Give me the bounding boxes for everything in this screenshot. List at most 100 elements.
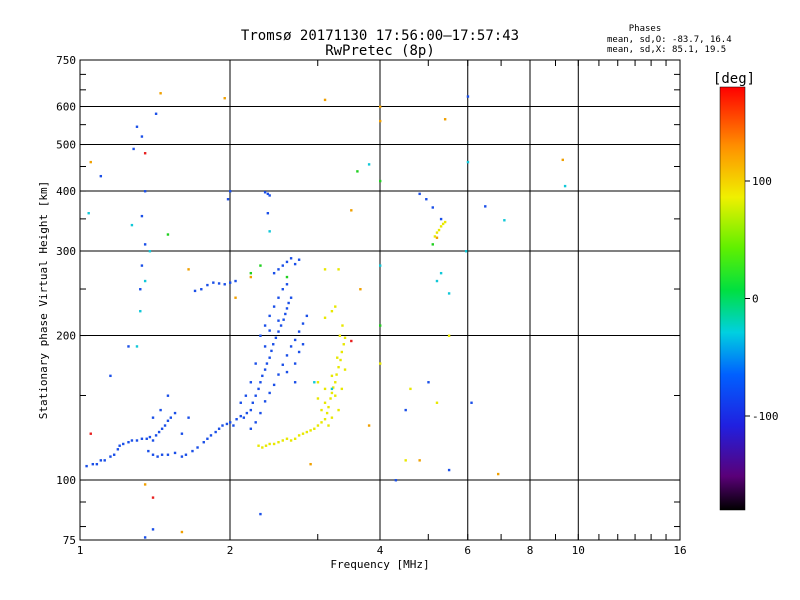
data-point [484, 205, 487, 208]
data-point [234, 296, 237, 299]
data-point [340, 387, 344, 391]
data-point [287, 301, 290, 305]
data-point [301, 432, 305, 435]
data-point [404, 459, 407, 462]
data-point [154, 434, 158, 437]
data-point [425, 198, 428, 201]
data-point [379, 119, 382, 123]
data-point [447, 292, 451, 295]
data-point [301, 343, 305, 346]
data-point [85, 464, 88, 468]
data-point [285, 275, 289, 279]
data-point [305, 314, 309, 318]
data-point [217, 282, 221, 285]
data-point [437, 228, 441, 232]
data-point [285, 370, 289, 374]
stats-heading: Phases [629, 24, 662, 34]
data-point [323, 418, 327, 421]
data-point [135, 439, 139, 442]
data-point [268, 329, 271, 332]
x-tick-label: 8 [527, 544, 534, 557]
data-point [281, 264, 284, 267]
data-point [180, 530, 184, 534]
data-point [409, 387, 412, 391]
data-point [151, 528, 155, 531]
data-point [327, 405, 330, 409]
data-point [163, 424, 167, 427]
data-point [259, 264, 262, 267]
data-point [160, 453, 164, 456]
y-tick-label: 75 [63, 534, 76, 547]
data-point [334, 394, 337, 397]
data-point [268, 356, 271, 359]
x-tick-label: 4 [377, 544, 384, 557]
data-point [127, 345, 130, 348]
y-tick-label: 500 [56, 139, 76, 152]
data-point [261, 374, 264, 378]
data-point [281, 288, 284, 291]
y-tick-label: 300 [56, 245, 76, 258]
data-point [259, 512, 262, 516]
data-point [297, 330, 301, 333]
data-point [139, 309, 142, 313]
colorbar-tick-label: 0 [752, 293, 759, 306]
data-point [379, 264, 382, 267]
chart-title: Tromsø 20171130 17:56:00–17:57:43 [241, 28, 519, 44]
y-axis-label: Stationary phase Virtual Height [km] [37, 181, 50, 419]
data-point [330, 309, 334, 313]
data-point [127, 441, 130, 444]
data-point [277, 441, 280, 444]
data-point [435, 401, 439, 404]
data-point [209, 434, 213, 437]
data-point [259, 334, 262, 337]
data-point [282, 318, 285, 321]
data-point [272, 343, 275, 346]
x-axis-label: Frequency [MHz] [330, 558, 429, 571]
data-point [285, 307, 289, 310]
data-point [379, 105, 382, 108]
data-point [103, 459, 106, 462]
data-point [143, 190, 147, 193]
data-point [143, 152, 147, 155]
data-point [466, 95, 470, 98]
data-point [89, 432, 92, 435]
data-point [339, 358, 342, 362]
data-point [268, 442, 271, 446]
data-point [148, 435, 152, 439]
data-point [263, 345, 267, 348]
data-point [293, 262, 297, 266]
data-point [496, 472, 500, 476]
data-point [109, 455, 112, 458]
data-point [263, 324, 267, 327]
data-point [268, 194, 271, 197]
data-point [206, 437, 209, 440]
data-point [140, 264, 144, 267]
data-point [239, 414, 242, 418]
data-point [466, 160, 470, 164]
data-point [563, 184, 567, 188]
data-point [191, 449, 194, 453]
data-point [143, 483, 147, 486]
data-point [154, 112, 158, 115]
data-point [166, 233, 170, 236]
data-point [239, 401, 242, 404]
data-point [323, 316, 327, 319]
data-point [196, 446, 199, 449]
data-points [85, 92, 567, 539]
data-point [272, 271, 276, 275]
data-point [118, 444, 121, 447]
data-point [249, 427, 253, 430]
data-point [359, 288, 362, 291]
data-point [229, 421, 232, 424]
data-point [289, 345, 293, 348]
data-point [356, 170, 359, 173]
data-point [277, 330, 280, 333]
data-point [139, 288, 142, 291]
data-point [433, 235, 437, 238]
data-point [234, 279, 237, 283]
data-point [266, 212, 270, 215]
data-point [343, 336, 347, 340]
data-point [151, 416, 155, 419]
data-point [309, 462, 312, 466]
data-point [223, 97, 226, 100]
